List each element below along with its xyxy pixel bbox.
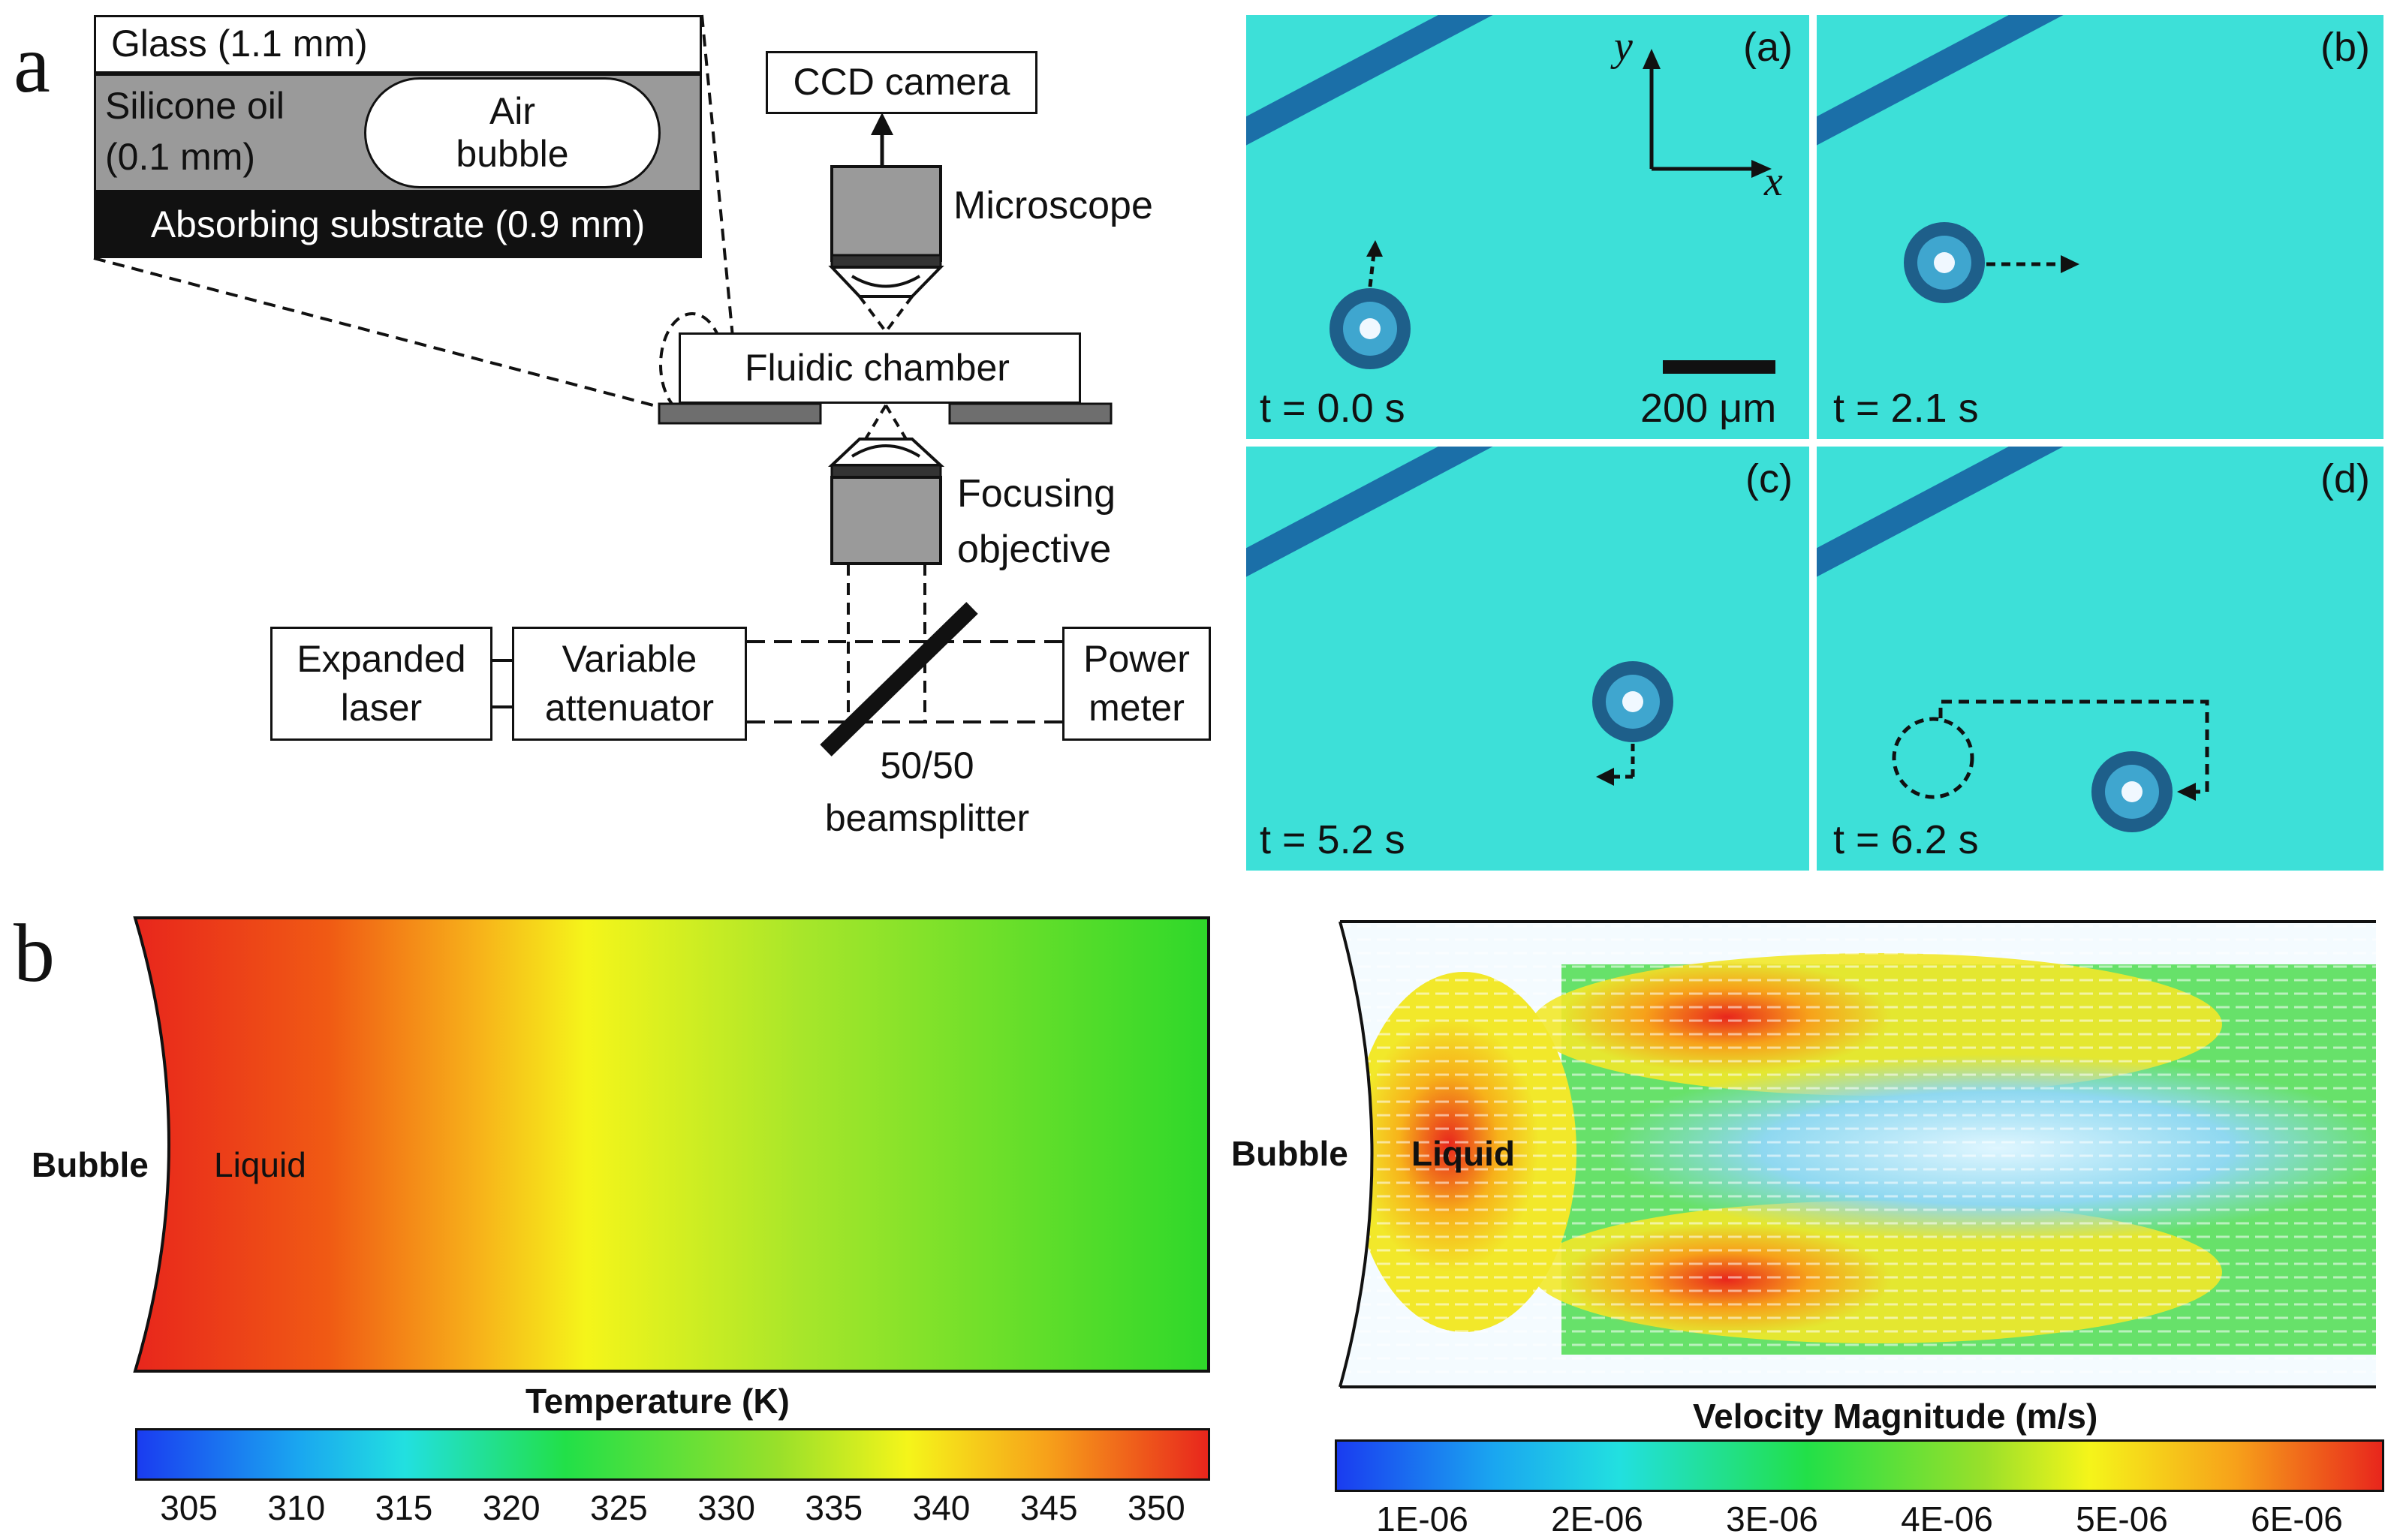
temperature-colorbar-tick: 310	[267, 1488, 326, 1527]
variable-attenuator-label-1: Variable	[562, 637, 697, 680]
velocity-colorbar	[1335, 1439, 2384, 1492]
temperature-colorbar-tick: 340	[912, 1488, 971, 1527]
velocity-colorbar-tick: 2E-06	[1551, 1499, 1643, 1538]
objective-body	[830, 476, 942, 565]
frame-b-time: t = 2.1 s	[1833, 386, 1979, 431]
substrate-label: Absorbing substrate (0.9 mm)	[150, 203, 646, 246]
temperature-colorbar-tick: 315	[375, 1488, 433, 1527]
microscope-body	[830, 165, 942, 262]
frame-a: (a) y x t = 0.0 s 200 μm	[1246, 15, 1809, 439]
temperature-liquid-label: Liquid	[214, 1145, 306, 1184]
stage-left	[658, 402, 822, 425]
fluidic-chamber-label: Fluidic chamber	[745, 346, 1010, 389]
velocity-liquid-label: Liquid	[1411, 1134, 1515, 1173]
expanded-laser-label-2: laser	[340, 687, 423, 729]
temperature-bubble-label: Bubble	[32, 1145, 149, 1184]
expanded-laser-box: Expanded laser	[270, 627, 492, 741]
temperature-colorbar-tick: 325	[590, 1488, 648, 1527]
temperature-colorbar-title: Temperature (K)	[525, 1382, 790, 1421]
frame-b-graphics	[1817, 15, 2079, 303]
temperature-colorbar-tick: 350	[1128, 1488, 1185, 1527]
velocity-field	[1339, 920, 2376, 1388]
temperature-colorbar-tick: 320	[482, 1488, 541, 1527]
fluidic-chamber-box: Fluidic chamber	[679, 332, 1081, 404]
silicone-oil-label-1: Silicone oil	[105, 85, 285, 127]
frame-c: (c) t = 5.2 s	[1246, 447, 1809, 871]
temperature-colorbar-tick: 330	[697, 1488, 755, 1527]
velocity-colorbar-tick: 3E-06	[1726, 1499, 1818, 1538]
silicone-oil-label-2: (0.1 mm)	[105, 135, 255, 178]
axis-y-label: y	[1614, 23, 1633, 70]
temperature-colorbar-tick: 335	[805, 1488, 863, 1527]
variable-attenuator-label-2: attenuator	[544, 687, 715, 729]
frame-a-time: t = 0.0 s	[1260, 386, 1405, 431]
temperature-field	[133, 916, 1210, 1373]
frame-d-time: t = 6.2 s	[1833, 817, 1979, 862]
frame-d-label: (d)	[2320, 456, 2370, 501]
ccd-camera-box: CCD camera	[766, 51, 1037, 114]
frame-d-graphics	[1817, 447, 2209, 832]
focusing-objective-label-2: objective	[957, 527, 1112, 571]
ccd-camera-label: CCD camera	[793, 61, 1010, 104]
variable-attenuator-box: Variable attenuator	[512, 627, 747, 741]
expanded-laser-label-1: Expanded	[297, 637, 466, 680]
substrate-layer: Absorbing substrate (0.9 mm)	[94, 192, 702, 258]
velocity-colorbar-tick: 1E-06	[1376, 1499, 1468, 1538]
power-meter-label-1: Power	[1083, 637, 1190, 680]
velocity-colorbar-tick: 4E-06	[1901, 1499, 1993, 1538]
focusing-objective-label: Focusing objective	[957, 467, 1116, 578]
panel-label-a: a	[14, 18, 50, 110]
beamsplitter-label-2: beamsplitter	[824, 797, 1030, 839]
velocity-colorbar-title: Velocity Magnitude (m/s)	[1693, 1397, 2098, 1436]
velocity-colorbar-tick: 5E-06	[2076, 1499, 2168, 1538]
panel-label-b: b	[14, 907, 55, 999]
air-bubble: Air bubble	[364, 77, 661, 188]
glass-label: Glass (1.1 mm)	[111, 23, 368, 65]
power-meter-label-2: meter	[1089, 687, 1185, 729]
frame-c-graphics	[1246, 447, 1673, 786]
frame-a-label: (a)	[1743, 25, 1793, 70]
frame-c-label: (c)	[1745, 456, 1793, 501]
velocity-bubble-label: Bubble	[1231, 1134, 1348, 1173]
power-meter-box: Power meter	[1062, 627, 1211, 741]
glass-layer: Glass (1.1 mm)	[94, 15, 702, 74]
air-bubble-label-1: Air	[489, 89, 536, 132]
air-bubble-label-2: bubble	[456, 133, 569, 175]
start-position-outline	[1892, 717, 1974, 799]
temperature-colorbar-tick: 305	[160, 1488, 218, 1527]
frame-d: (d) t = 6.2 s	[1817, 447, 2383, 871]
schematic-lines	[93, 14, 1113, 756]
frame-c-time: t = 5.2 s	[1260, 817, 1405, 862]
beamsplitter-label: 50/50 beamsplitter	[781, 739, 1074, 844]
temperature-colorbar-tick: 345	[1019, 1488, 1078, 1527]
stage-right	[948, 402, 1113, 425]
focusing-objective-label-1: Focusing	[957, 472, 1116, 516]
temperature-colorbar	[135, 1428, 1210, 1481]
beamsplitter	[820, 602, 978, 756]
axis-x-label: x	[1764, 158, 1783, 205]
frame-a-graphics	[1246, 15, 1775, 374]
frame-b: (b) t = 2.1 s	[1817, 15, 2383, 439]
microscope-label: Microscope	[953, 184, 1153, 227]
beamsplitter-label-1: 50/50	[880, 744, 974, 787]
frame-b-label: (b)	[2320, 25, 2370, 70]
scale-bar-label: 200 μm	[1640, 386, 1777, 431]
velocity-colorbar-tick: 6E-06	[2251, 1499, 2343, 1538]
